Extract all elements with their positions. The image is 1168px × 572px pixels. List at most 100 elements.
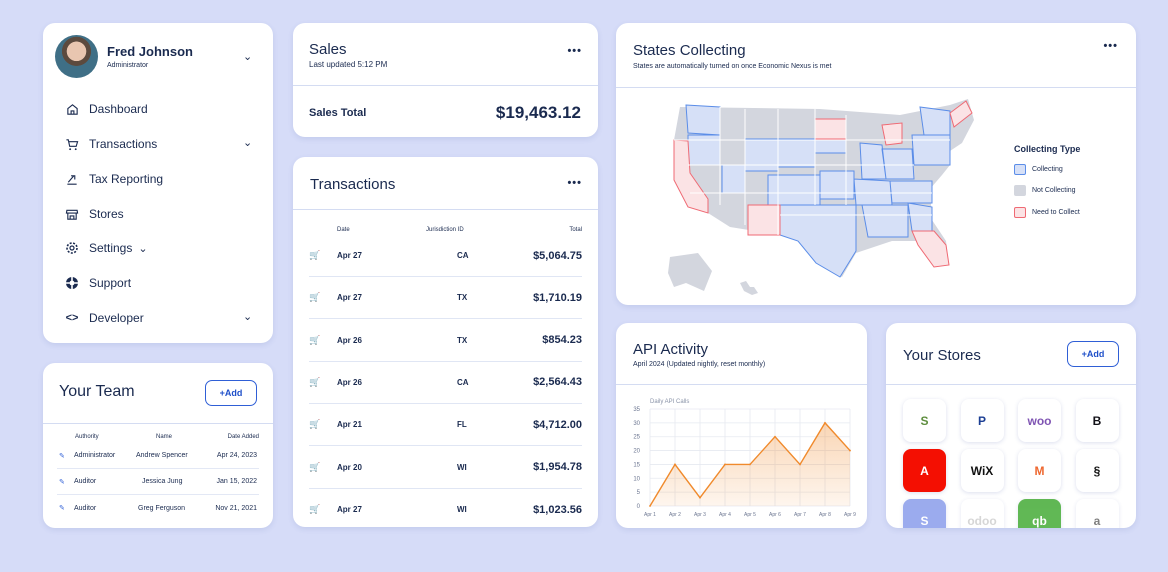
sales-menu-button[interactable]: ••• <box>567 45 582 57</box>
legend-swatch-not-collecting <box>1014 185 1026 196</box>
store-logo-glyph: S <box>920 513 929 528</box>
tax-reporting-icon <box>65 172 79 186</box>
divider <box>293 85 598 86</box>
transaction-date: Apr 21 <box>337 420 362 430</box>
us-map[interactable] <box>650 95 980 305</box>
sidebar-item-tax-reporting[interactable]: Tax Reporting <box>65 172 163 186</box>
store-logo-glyph: B <box>1092 413 1102 428</box>
map-state-borders <box>674 107 950 235</box>
team-title: Your Team <box>59 383 135 400</box>
divider <box>43 423 273 424</box>
jurisdiction-id: CA <box>457 377 469 387</box>
transaction-total: $1,023.56 <box>533 503 582 516</box>
table-row[interactable]: 🛒 Apr 26 TX $854.23 <box>309 320 582 362</box>
sidebar-item-label: Transactions <box>89 137 158 151</box>
stripe-logo-icon[interactable]: S <box>903 499 946 528</box>
store-logo-glyph: WiX <box>970 463 994 478</box>
code-icon: <> <box>65 312 79 324</box>
column-header: Authority <box>75 434 99 440</box>
table-row[interactable]: ✎ Administrator Andrew Spencer Apr 24, 2… <box>57 443 259 469</box>
woo-logo-icon[interactable]: woo <box>1018 399 1061 442</box>
transactions-chevron-down-icon[interactable]: ⌄ <box>243 137 253 149</box>
jurisdiction-id: TX <box>457 335 468 345</box>
settings-chevron-down-icon[interactable]: ⌄ <box>138 242 148 255</box>
x-tick-label: Apr 7 <box>794 512 806 518</box>
y-tick-label: 0 <box>637 504 641 510</box>
states-title: States Collecting <box>633 42 746 59</box>
sidebar-item-settings[interactable]: Settings ⌄ <box>65 241 148 255</box>
edit-icon[interactable]: ✎ <box>59 452 65 460</box>
transactions-menu-button[interactable]: ••• <box>567 177 582 189</box>
sidebar-item-developer[interactable]: <> Developer <box>65 311 144 325</box>
quickbooks-logo-icon[interactable]: qb <box>1018 499 1061 528</box>
sidebar-item-transactions[interactable]: Transactions <box>65 137 157 151</box>
table-row[interactable]: 🛒 Apr 26 CA $2,564.43 <box>309 362 582 404</box>
jurisdiction-id: WI <box>457 505 467 515</box>
store-logo-glyph: M <box>1034 463 1045 478</box>
table-row[interactable]: ✎ Auditor Jessica Jung Jan 15, 2022 <box>57 469 259 495</box>
squarespace-logo-icon[interactable]: § <box>1075 449 1119 492</box>
amazon-logo-icon[interactable]: a <box>1075 499 1119 528</box>
jurisdiction-id: TX <box>457 293 468 303</box>
table-row[interactable]: ✎ Auditor Greg Ferguson Nov 21, 2021 <box>57 495 259 521</box>
table-row[interactable]: 🛒 Apr 27 WI $1,023.56 <box>309 489 582 527</box>
transaction-total: $2,564.43 <box>533 376 582 389</box>
store-icon <box>65 207 79 221</box>
jurisdiction-id: CA <box>457 251 469 260</box>
legend-swatch-collecting <box>1014 164 1026 175</box>
store-logo-glyph: woo <box>1027 413 1052 428</box>
transaction-total: $854.23 <box>542 334 582 347</box>
table-row[interactable]: 🛒 Apr 21 FL $4,712.00 <box>309 404 582 447</box>
add-store-button[interactable]: +Add <box>1067 341 1119 367</box>
date-added: Jan 15, 2022 <box>216 478 257 485</box>
add-team-member-button[interactable]: +Add <box>205 380 257 406</box>
sidebar-item-stores[interactable]: Stores <box>65 207 124 221</box>
profile-chevron-down-icon[interactable]: ⌄ <box>243 51 253 63</box>
states-card: States Collecting States are automatical… <box>616 23 1136 305</box>
transaction-date: Apr 20 <box>337 462 362 472</box>
store-logo-glyph: odoo <box>967 513 997 528</box>
transaction-total: $1,710.19 <box>533 291 582 304</box>
divider <box>886 384 1136 385</box>
divider <box>616 384 867 385</box>
developer-chevron-down-icon[interactable]: ⌄ <box>243 311 253 323</box>
wix-logo-icon[interactable]: WiX <box>960 449 1004 492</box>
odoo-logo-icon[interactable]: odoo <box>960 499 1004 528</box>
avatar[interactable] <box>55 35 98 78</box>
sidebar-item-support[interactable]: Support <box>65 276 131 290</box>
data-point <box>774 435 776 438</box>
y-tick-label: 25 <box>633 435 640 441</box>
sales-title: Sales <box>309 41 347 58</box>
x-tick-label: Apr 9 <box>844 512 856 518</box>
api-title: API Activity <box>633 341 709 358</box>
jurisdiction-id: FL <box>457 420 467 430</box>
legend-title: Collecting Type <box>1014 144 1081 154</box>
states-menu-button[interactable]: ••• <box>1103 40 1118 52</box>
sidebar-item-label: Support <box>89 276 132 290</box>
cart-icon: 🛒 <box>309 376 321 387</box>
profile-nav-card: Fred Johnson Administrator ⌄ Dashboard T… <box>43 23 273 343</box>
shopify-logo-icon[interactable]: S <box>903 399 946 442</box>
sidebar-item-label: Tax Reporting <box>89 172 164 186</box>
column-header: Total <box>569 227 582 233</box>
y-tick-label: 15 <box>633 462 640 468</box>
paypal-logo-icon[interactable]: P <box>960 399 1004 442</box>
edit-icon[interactable]: ✎ <box>59 478 65 486</box>
table-row[interactable]: 🛒 Apr 27 TX $1,710.19 <box>309 277 582 320</box>
table-row[interactable]: 🛒 Apr 20 WI $1,954.78 <box>309 447 582 489</box>
user-name: Fred Johnson <box>107 44 193 59</box>
cart-icon <box>65 137 79 151</box>
sidebar-item-dashboard[interactable]: Dashboard <box>65 102 148 116</box>
api-subtitle: April 2024 (Updated nightly, reset month… <box>633 361 766 368</box>
table-row[interactable]: 🛒 Apr 27 CA $5,064.75 <box>309 235 582 277</box>
home-icon <box>65 102 79 116</box>
y-tick-label: 20 <box>633 449 640 455</box>
edit-icon[interactable]: ✎ <box>59 505 65 512</box>
transactions-card: Transactions ••• Date Jurisdiction ID To… <box>293 157 598 527</box>
sales-total-label: Sales Total <box>309 107 367 119</box>
store-logo-glyph: a <box>1093 513 1101 528</box>
magento-logo-icon[interactable]: M <box>1018 449 1061 492</box>
bigcommerce-logo-icon[interactable]: B <box>1075 399 1119 442</box>
store-logo-glyph: S <box>920 413 929 428</box>
adobe-logo-icon[interactable]: A <box>903 449 946 492</box>
